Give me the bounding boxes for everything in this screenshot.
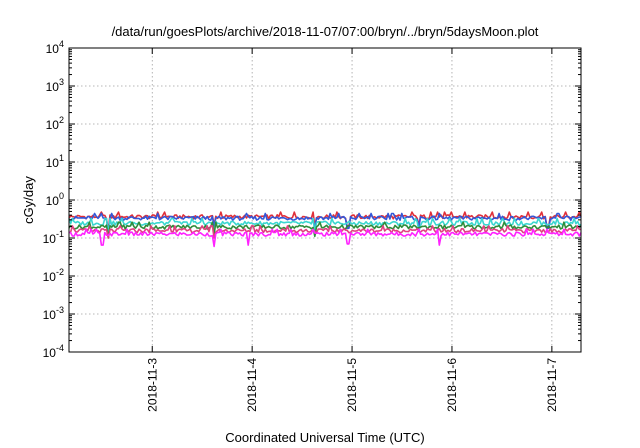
- y-tick-exponent: -1: [56, 229, 64, 239]
- y-tick-exponent: 1: [59, 153, 64, 163]
- grid: [69, 48, 581, 352]
- y-tick-exponent: 2: [59, 115, 64, 125]
- series-line-4: [68, 221, 582, 239]
- x-tick-label: 2018-11-7: [545, 358, 559, 412]
- y-tick-exponent: 3: [59, 77, 64, 87]
- y-tick-base: 10: [46, 156, 60, 170]
- y-tick-label: 100: [46, 191, 64, 208]
- y-tick-base: 10: [43, 270, 57, 284]
- x-tick-label: 2018-11-6: [445, 358, 459, 412]
- y-tick-base: 10: [43, 308, 57, 322]
- y-tick-label: 10-2: [43, 267, 64, 284]
- y-axis-label: cGy/day: [21, 176, 36, 224]
- y-tick-exponent: 0: [59, 191, 64, 201]
- ticks: [69, 47, 581, 353]
- x-tick-label: 2018-11-4: [245, 358, 259, 412]
- series-line-3: [68, 217, 582, 236]
- series-line-5: [68, 225, 582, 239]
- y-tick-base: 10: [46, 80, 60, 94]
- y-tick-label: 103: [46, 77, 64, 94]
- y-tick-exponent: -3: [56, 305, 64, 315]
- y-tick-exponent: -4: [56, 343, 64, 353]
- y-tick-base: 10: [43, 232, 57, 246]
- series-line-2: [68, 212, 582, 234]
- x-tick-labels: 2018-11-3 2018-11-4 2018-11-5 2018-11-6 2018…: [145, 358, 559, 412]
- series-line-6: [68, 228, 582, 248]
- y-tick-label: 101: [46, 153, 64, 170]
- y-tick-base: 10: [46, 42, 60, 56]
- y-tick-base: 10: [46, 118, 60, 132]
- y-tick-label: 104: [46, 39, 64, 56]
- x-tick-label: 2018-11-5: [345, 358, 359, 412]
- y-tick-base: 10: [46, 194, 60, 208]
- y-tick-exponent: 4: [59, 39, 64, 49]
- x-axis-label: Coordinated Universal Time (UTC): [225, 430, 424, 445]
- y-tick-label: 10-4: [43, 343, 64, 360]
- series-layer: [68, 211, 582, 248]
- y-tick-base: 10: [43, 346, 57, 360]
- y-tick-label: 10-1: [43, 229, 64, 246]
- y-tick-label: 10-3: [43, 305, 64, 322]
- x-tick-label: 2018-11-3: [145, 358, 159, 412]
- y-tick-label: 102: [46, 115, 64, 132]
- chart-title: /data/run/goesPlots/archive/2018-11-07/0…: [112, 24, 539, 39]
- y-tick-exponent: -2: [56, 267, 64, 277]
